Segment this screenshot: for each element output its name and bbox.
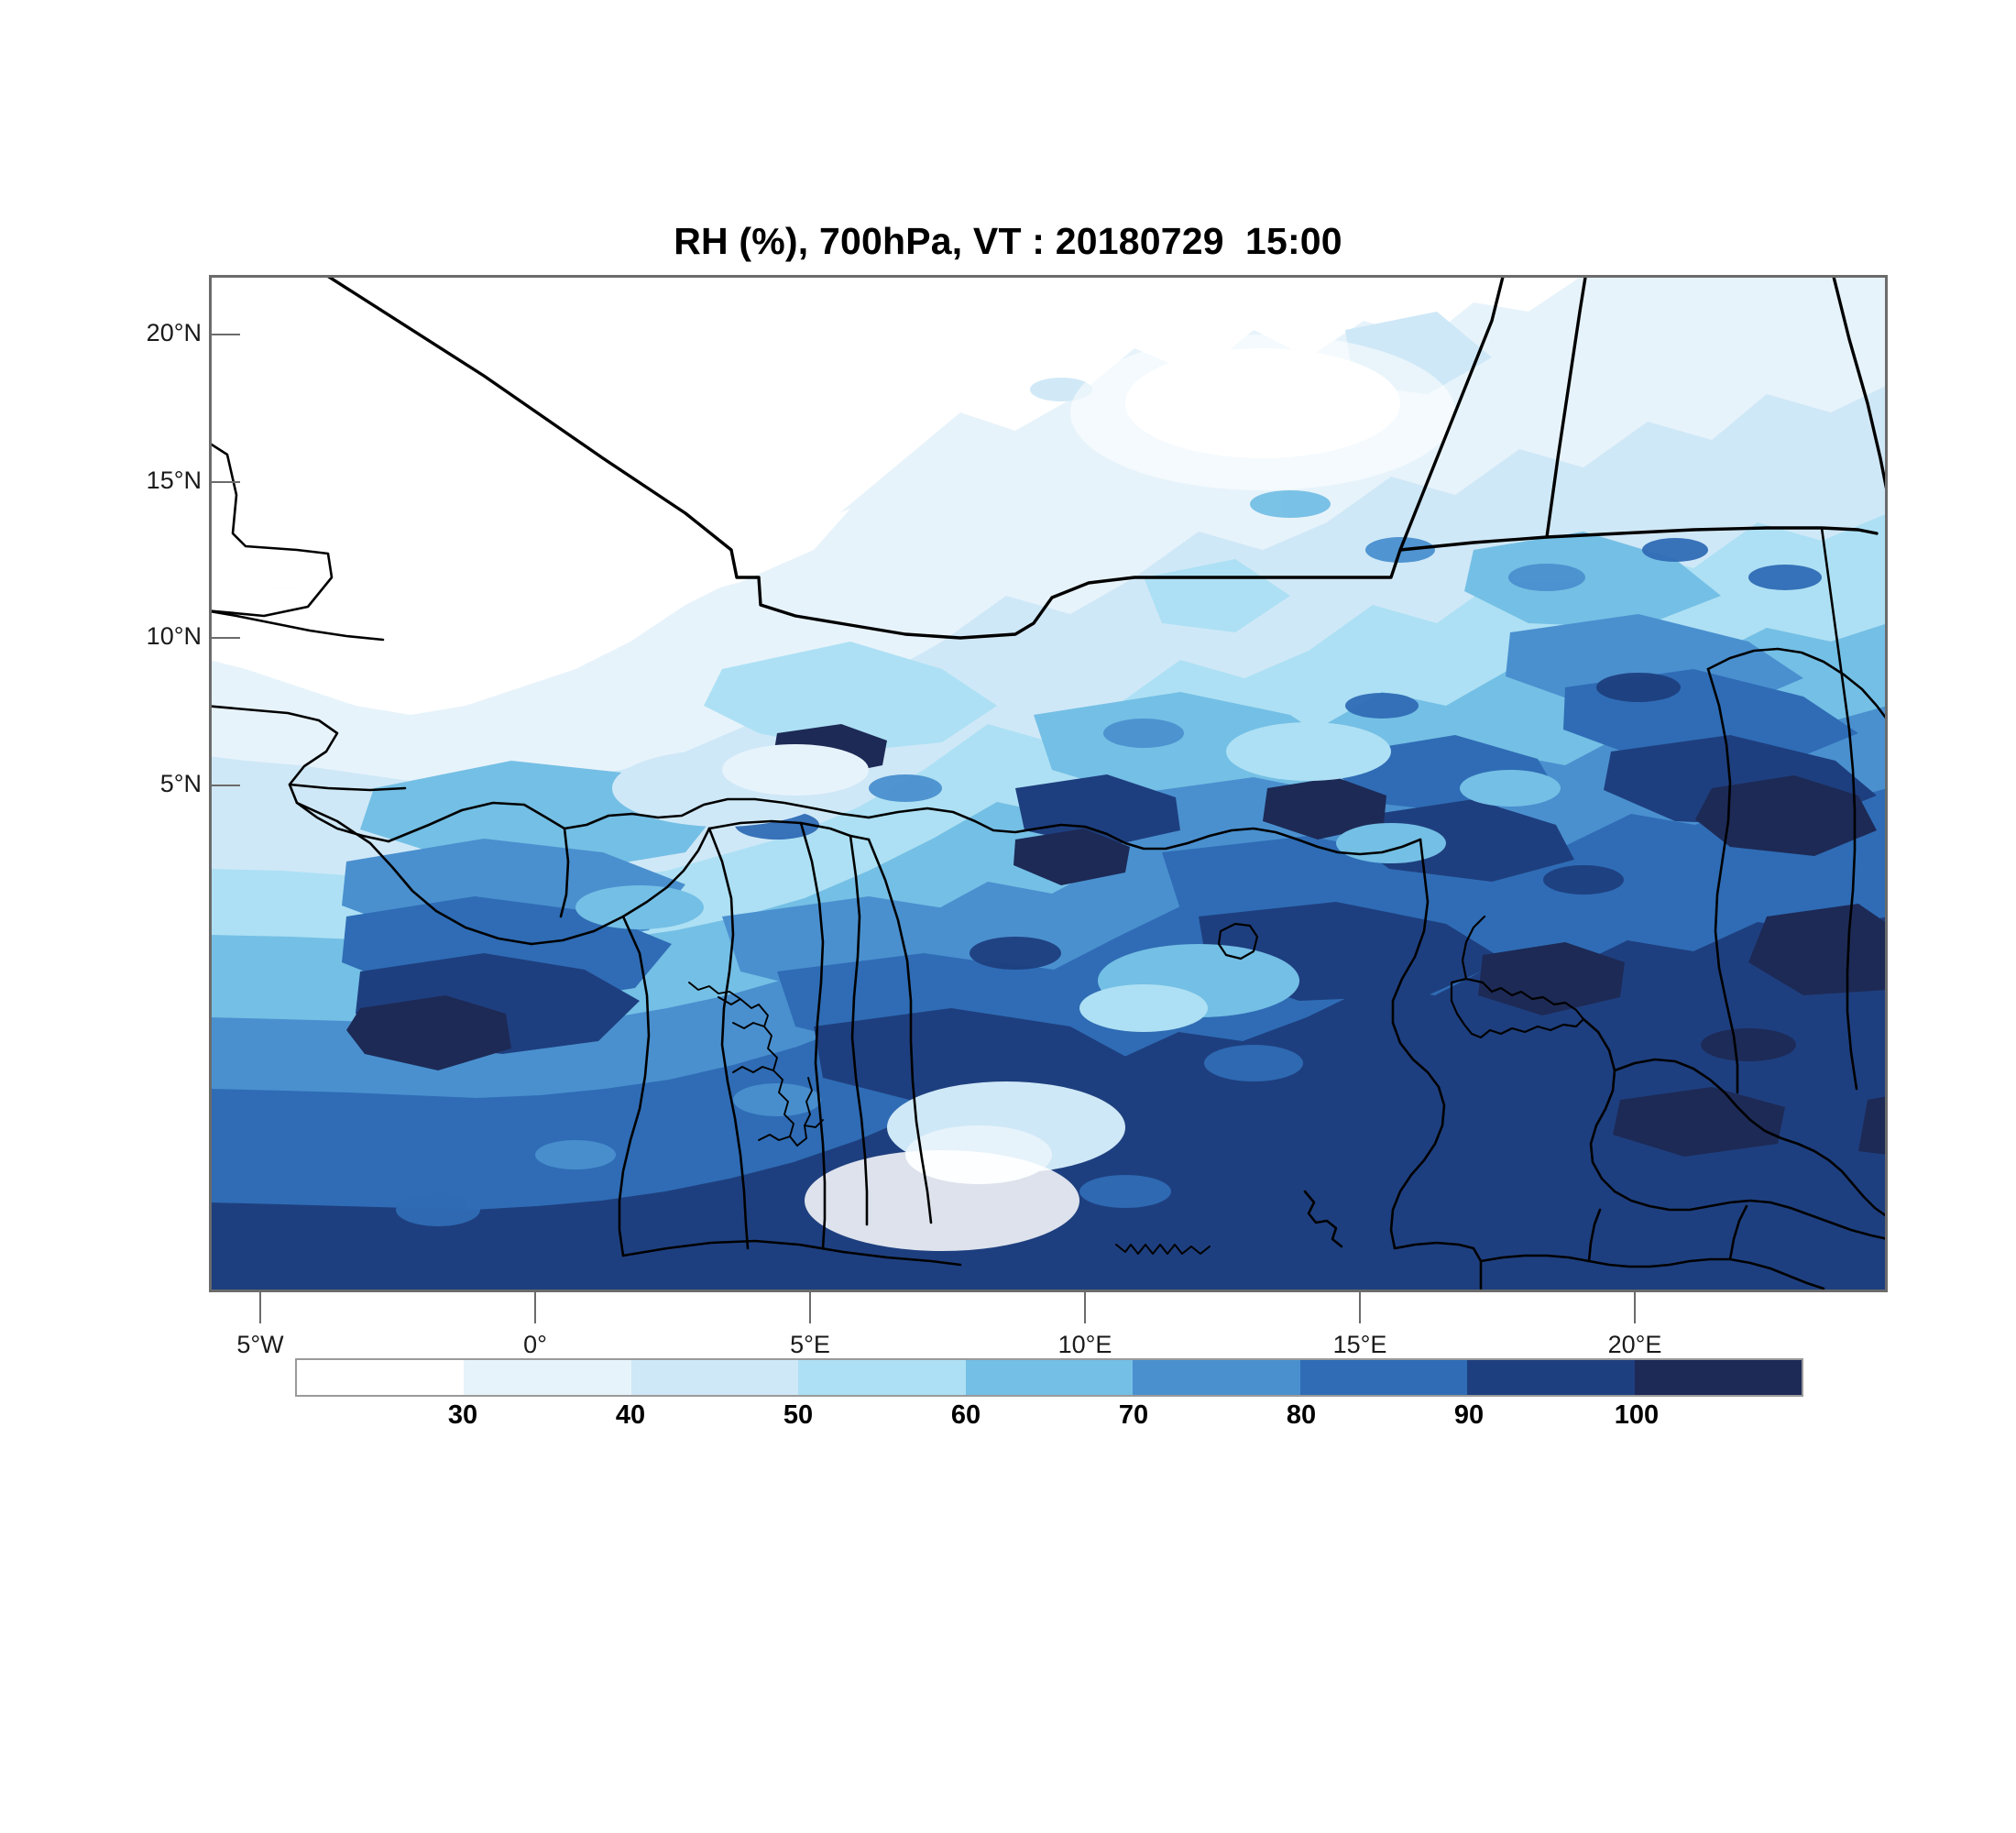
colorbar-segment-7	[1467, 1360, 1635, 1395]
colorbar-label-40: 40	[615, 1400, 646, 1430]
xtick-label-5w: 5°W	[236, 1331, 284, 1358]
ytick-label-10n: 10°N	[146, 622, 202, 650]
colorbar-label-80: 80	[1286, 1400, 1317, 1430]
xtick-label-20e: 20°E	[1607, 1331, 1662, 1358]
page-title: RH (%), 700hPa, VT : 20180729 15:00	[674, 220, 1342, 262]
ytick-mark-5n	[209, 785, 240, 786]
colorbar-label-100: 100	[1614, 1400, 1660, 1430]
ytick-mark-10n	[209, 637, 240, 639]
colorbar-segment-2	[630, 1360, 799, 1395]
colorbar-segment-1	[464, 1360, 631, 1395]
ytick-mark-20n	[209, 334, 240, 335]
country-borders-layer	[209, 275, 1888, 1290]
colorbar-label-70: 70	[1118, 1400, 1149, 1430]
xtick-label-15e: 15°E	[1332, 1331, 1387, 1358]
colorbar-strip[interactable]	[295, 1358, 1803, 1397]
xtick-label-0: 0°	[523, 1331, 547, 1358]
xtick-mark-10e	[1084, 1292, 1086, 1323]
colorbar[interactable]: 30 40 50 60 70 80 90 100	[295, 1358, 1803, 1430]
ytick-label-15n: 15°N	[146, 466, 202, 494]
colorbar-segment-4	[965, 1360, 1134, 1395]
colorbar-label-50: 50	[783, 1400, 814, 1430]
xtick-label-10e: 10°E	[1057, 1331, 1112, 1358]
xtick-mark-15e	[1359, 1292, 1361, 1323]
xtick-mark-5w	[259, 1292, 261, 1323]
ytick-label-5n: 5°N	[159, 770, 202, 797]
colorbar-label-30: 30	[447, 1400, 478, 1430]
xtick-label-5e: 5°E	[790, 1331, 830, 1358]
xtick-mark-5e	[809, 1292, 811, 1323]
rh-contour-field	[209, 275, 1888, 1292]
colorbar-label-90: 90	[1453, 1400, 1485, 1430]
map-plot-area[interactable]	[209, 275, 1888, 1292]
ytick-label-20n: 20°N	[146, 319, 202, 346]
xtick-mark-20e	[1634, 1292, 1636, 1323]
ytick-mark-15n	[209, 481, 240, 483]
colorbar-segment-6	[1299, 1360, 1468, 1395]
colorbar-segment-3	[798, 1360, 966, 1395]
xtick-mark-0	[534, 1292, 536, 1323]
colorbar-label-60: 60	[950, 1400, 981, 1430]
colorbar-segment-8	[1634, 1360, 1802, 1395]
colorbar-segment-5	[1133, 1360, 1300, 1395]
colorbar-segment-0	[297, 1360, 465, 1395]
